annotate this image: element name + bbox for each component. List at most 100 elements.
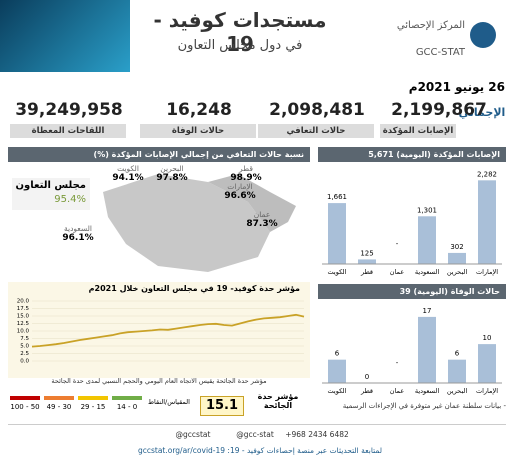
footer-rule — [8, 424, 506, 425]
y-tick-label: 20.0 — [17, 299, 30, 305]
scale-range: 49 - 30 — [46, 403, 72, 411]
total-label: حالات التعافي — [258, 124, 374, 138]
category-label: الكويت — [328, 268, 347, 276]
country-name: عمان — [253, 210, 271, 219]
scale-label: المقياس/النقاط — [148, 398, 190, 406]
country-name: الكويت — [117, 164, 139, 173]
scale-range: 100 - 50 — [10, 403, 40, 411]
handle: +968 2434 6482 — [285, 430, 349, 439]
total-value: 2,098,481 — [269, 100, 365, 120]
country-name: قطر — [239, 164, 253, 173]
scale-swatch — [78, 396, 108, 400]
category-label: عمان — [390, 268, 405, 276]
totals-label: الإجمالي — [458, 106, 506, 119]
date: 26 يونيو 2021م — [408, 80, 505, 94]
value-label: 6 — [455, 350, 460, 358]
country-name: البحرين — [160, 164, 184, 173]
country-value: 96.1% — [62, 233, 94, 243]
y-tick-label: 2.5 — [20, 351, 29, 357]
category-label: السعودية — [415, 268, 439, 276]
bar — [478, 344, 496, 383]
bar — [448, 252, 466, 264]
y-tick-label: 0.0 — [20, 359, 29, 365]
cases-total: 5,671 — [368, 150, 394, 159]
handle: @gccstat — [175, 430, 211, 439]
value-label: 17 — [423, 307, 432, 315]
subtitle: في دول مجلس التعاون — [177, 38, 303, 53]
org-en: GCC-STAT — [415, 47, 465, 58]
bar — [328, 359, 346, 383]
scale-range: 14 - 0 — [116, 403, 138, 411]
scale-swatch — [10, 396, 40, 400]
gcc-value: 95.4% — [54, 194, 86, 205]
value-label: 1,661 — [327, 193, 347, 201]
line-note: مؤشر حدة الجائحة يقيس الاتجاه العام اليو… — [51, 377, 267, 385]
value-label: 10 — [483, 334, 492, 342]
handle: @gcc-stat — [236, 430, 274, 439]
category-label: عمان — [390, 387, 405, 395]
value-label: - — [396, 240, 399, 248]
cases-chart: 1,661 الكويت 125 قطر - عمان 1,301 السعودية 302 ال… — [322, 170, 502, 276]
bar — [448, 359, 466, 383]
y-tick-label: 7.5 — [20, 336, 29, 342]
line-title: مؤشر حدة كوفيد- 19 في مجلس التعاون خلال … — [88, 284, 300, 293]
severity-value: 15.1 — [200, 396, 244, 416]
scale-range: 29 - 15 — [80, 403, 106, 411]
country-value: 96.6% — [224, 191, 256, 201]
title: مستجدات كوفيد - 19 — [153, 8, 327, 56]
bar — [418, 316, 436, 383]
header-band — [0, 0, 130, 72]
value-label: 302 — [450, 243, 463, 251]
severity-label: مؤشر حدة الجائحة — [257, 392, 299, 410]
gcc-name: مجلس التعاون — [15, 180, 86, 191]
org-ar: المركز الإحصائي — [396, 20, 465, 31]
map — [103, 174, 296, 272]
gcc-box — [12, 178, 90, 210]
logo-mark — [470, 22, 496, 48]
country-name: السعودية — [63, 224, 92, 233]
value-label: 6 — [335, 350, 340, 358]
gulf-states — [208, 174, 296, 232]
category-label: قطر — [360, 387, 373, 395]
index-line — [31, 313, 305, 348]
total-value: 39,249,958 — [15, 100, 123, 120]
bar — [478, 180, 496, 264]
category-label: قطر — [360, 268, 373, 276]
category-label: السعودية — [415, 387, 439, 395]
bar — [328, 203, 346, 264]
bar — [418, 216, 436, 264]
value-label: 125 — [360, 249, 373, 257]
map-title: نسبة حالات التعافي من إجمالي الإصابات ال… — [8, 147, 310, 162]
value-label: 1,301 — [417, 206, 437, 214]
category-label: البحرين — [447, 268, 467, 276]
scale-swatch — [112, 396, 142, 400]
deaths-header: حالات الوفاة (اليومية) 39 — [318, 284, 506, 299]
value-label: 2,282 — [477, 170, 497, 178]
category-label: البحرين — [447, 387, 467, 395]
bar — [358, 259, 376, 264]
country-value: 94.1% — [112, 173, 144, 183]
y-tick-label: 17.5 — [17, 306, 30, 312]
value-label: 0 — [365, 373, 369, 381]
country-name: الإمارات — [227, 182, 253, 191]
deaths-title: حالات الوفاة (اليومية) — [413, 287, 500, 296]
y-tick-label: 5.0 — [20, 344, 29, 350]
cases-title: الإصابات المؤكدة (اليومية) — [396, 150, 500, 159]
line-chart: 0.0 2.55.0 7.510.0 12.515.0 17.520.0 — [17, 299, 305, 365]
oman-note: - بيانات سلطنة عمان غير متوفرة في الإجرا… — [342, 402, 506, 410]
total-value: 16,248 — [166, 100, 232, 120]
country-value: 87.3% — [246, 219, 278, 229]
y-tick-label: 12.5 — [17, 321, 30, 327]
category-label: الإمارات — [476, 268, 498, 276]
total-label: اللقاحات المعطاة — [10, 124, 126, 138]
y-tick-label: 15.0 — [17, 314, 30, 320]
cases-header: الإصابات المؤكدة (اليومية) 5,671 — [318, 147, 506, 162]
value-label: - — [396, 359, 399, 367]
deaths-total: 39 — [399, 287, 411, 296]
deaths-chart: 6 الكويت 0 قطر - عمان 17 السعودية 6 البحرين 10 الإم… — [322, 307, 502, 395]
scale-swatch — [44, 396, 74, 400]
total-label: الإصابات المؤكدة — [380, 124, 456, 138]
follow: لمتابعة التحديثات عبر منصة إحصاءات كوفيد… — [137, 446, 383, 455]
category-label: الكويت — [328, 387, 347, 395]
